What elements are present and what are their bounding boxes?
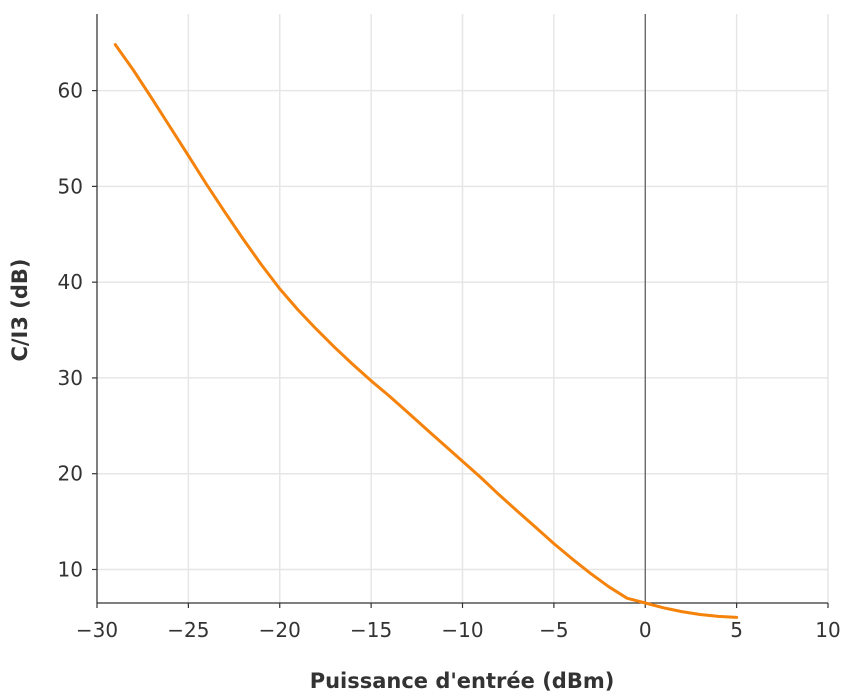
x-tick-label-6: 0 <box>639 618 652 642</box>
series-line-0 <box>113 43 739 619</box>
x-tick-label-5: −5 <box>539 618 568 642</box>
x-tick-label-0: −30 <box>76 618 118 642</box>
series-group <box>113 43 739 619</box>
y-tick-label-1: 20 <box>58 462 83 486</box>
y-tick-label-0: 10 <box>58 557 83 581</box>
x-tick-label-8: 10 <box>815 618 840 642</box>
y-tick-label-4: 50 <box>58 174 83 198</box>
y-axis-title: C/I3 (dB) <box>8 258 32 361</box>
y-tick-label-2: 30 <box>58 366 83 390</box>
x-axis-title: Puissance d'entrée (dBm) <box>310 669 615 693</box>
x-tick-label-4: −10 <box>441 618 483 642</box>
x-tick-label-1: −25 <box>167 618 209 642</box>
y-tick-label-3: 40 <box>58 270 83 294</box>
x-tick-label-7: 5 <box>730 618 743 642</box>
x-tick-label-2: −20 <box>259 618 301 642</box>
x-ticks: −30 −25 −20 −15 −10 −5 0 5 10 <box>76 603 841 642</box>
y-ticks: 10 20 30 40 50 60 <box>58 79 97 581</box>
y-tick-label-5: 60 <box>58 79 83 103</box>
grid <box>96 14 829 603</box>
x-tick-label-3: −15 <box>350 618 392 642</box>
